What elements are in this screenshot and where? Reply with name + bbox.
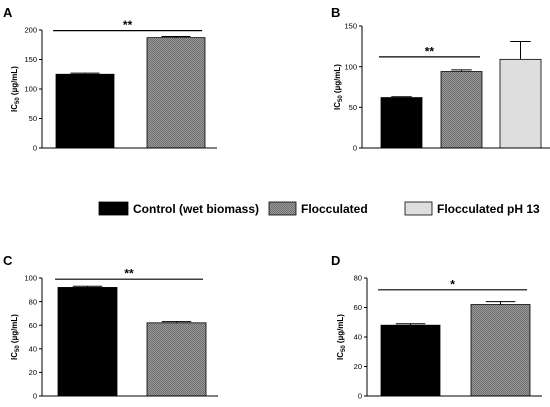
panel-label: B: [331, 5, 340, 20]
bar: [380, 97, 423, 149]
bar: [57, 287, 118, 397]
panel-label: A: [3, 5, 13, 20]
y-tick-label: 50: [29, 114, 37, 123]
y-tick-label: 200: [24, 26, 37, 35]
y-tick-label: 60: [354, 303, 362, 312]
panel-b: B 0 50 100 150 IC50 (µg/mL) **: [331, 5, 550, 153]
panel-d: D 0 20 40 60 80 IC50 (µg/mL) *: [331, 253, 542, 401]
y-tick-label: 80: [354, 274, 362, 283]
bar: [499, 58, 542, 149]
y-axis-label: IC50 (µg/mL): [10, 66, 21, 112]
y-tick-label: 150: [344, 22, 357, 31]
panel-label: C: [3, 253, 13, 268]
y-tick-label: 0: [33, 144, 37, 153]
legend-swatch: [268, 201, 297, 216]
y-tick-label: 0: [33, 392, 37, 401]
y-axis-label: IC50 (µg/mL): [336, 314, 347, 360]
panel-label: D: [331, 253, 340, 268]
y-axis-label: IC50 (µg/mL): [333, 64, 344, 110]
y-tick-label: 60: [29, 321, 37, 330]
bar: [55, 73, 115, 149]
legend: Control (wet biomass) Flocculated Floccula…: [98, 201, 540, 216]
legend-label: Flocculated pH 13: [437, 202, 540, 216]
y-tick-label: 0: [353, 144, 357, 153]
bar: [380, 324, 441, 397]
panel-a: A 0 50 100 150 200 IC50 (µg/mL) **: [3, 5, 217, 153]
significance-label: **: [123, 18, 133, 32]
significance-label: *: [450, 277, 455, 291]
y-tick-label: 80: [29, 297, 37, 306]
bar: [440, 71, 483, 149]
y-tick-label: 40: [29, 345, 37, 354]
panel-c: C 0 20 40 60 80 100 IC50 (µg/mL) **: [3, 253, 218, 401]
legend-swatch: [98, 201, 129, 216]
y-tick-label: 40: [354, 333, 362, 342]
bar: [146, 37, 206, 149]
y-tick-label: 100: [24, 274, 37, 283]
legend-swatch: [404, 201, 433, 216]
legend-label: Flocculated: [301, 202, 368, 216]
y-tick-label: 0: [358, 392, 362, 401]
bar: [470, 304, 531, 397]
y-tick-label: 20: [354, 362, 362, 371]
y-tick-label: 20: [29, 368, 37, 377]
significance-label: **: [124, 267, 134, 281]
bar: [146, 322, 207, 397]
y-tick-label: 50: [349, 103, 357, 112]
y-axis-label: IC50 (µg/mL): [10, 314, 21, 360]
legend-label: Control (wet biomass): [133, 202, 259, 216]
y-tick-label: 100: [24, 85, 37, 94]
y-tick-label: 100: [344, 62, 357, 71]
significance-label: **: [425, 44, 435, 58]
y-tick-label: 150: [24, 55, 37, 64]
